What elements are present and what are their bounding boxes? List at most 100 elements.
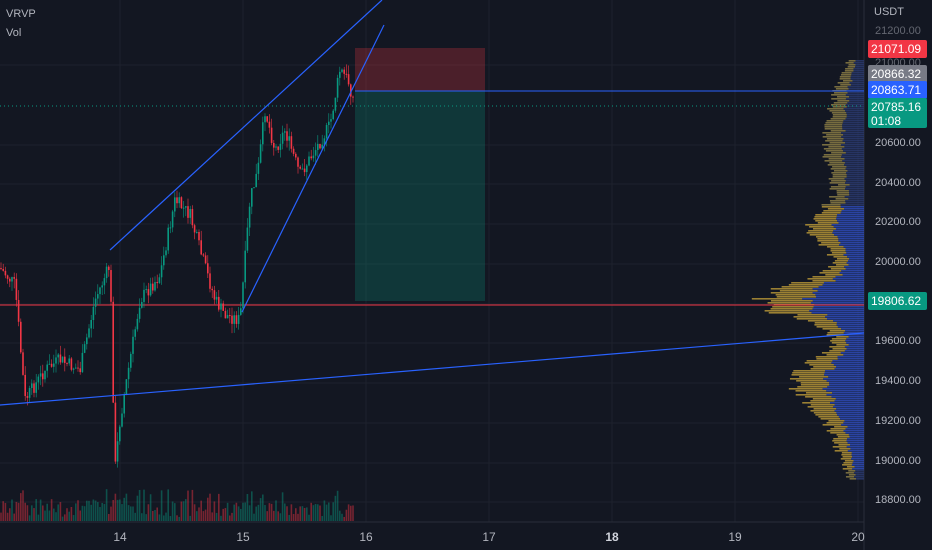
profile-row-sell: [827, 164, 845, 166]
volume-bar: [79, 510, 81, 521]
profile-row-buy: [853, 68, 864, 70]
candle: [4, 266, 7, 279]
profile-row-sell: [791, 374, 825, 376]
currency-label[interactable]: USDT: [874, 6, 904, 18]
profile-row-buy: [853, 70, 864, 72]
profile-row-sell: [833, 438, 848, 440]
profile-row-buy: [848, 264, 864, 266]
volume-bar: [11, 499, 13, 521]
profile-row-buy: [845, 118, 864, 120]
volume-bar: [26, 505, 29, 521]
profile-row-sell: [802, 402, 831, 404]
profile-row-sell: [840, 458, 852, 460]
indicator-label-volume[interactable]: Vol: [6, 27, 22, 39]
candle: [101, 281, 103, 296]
profile-row-buy: [847, 170, 864, 172]
candle: [325, 122, 328, 147]
volume-bar: [193, 504, 196, 521]
profile-row-buy: [822, 388, 864, 390]
profile-row-sell: [832, 446, 847, 448]
profile-row-sell: [832, 348, 847, 350]
time-tick: 17: [482, 530, 496, 544]
candle: [277, 146, 279, 154]
candle: [42, 364, 44, 387]
profile-row-sell: [829, 350, 845, 352]
volume-bar: [2, 501, 4, 521]
profile-row-sell: [829, 162, 845, 164]
volume-bar: [46, 503, 48, 521]
profile-row-buy: [825, 370, 864, 372]
volume-bar: [264, 505, 266, 521]
profile-row-buy: [841, 328, 864, 330]
profile-row-sell: [830, 186, 846, 188]
channel-lower-trendline[interactable]: [241, 24, 385, 313]
profile-row-sell: [822, 270, 842, 272]
indicator-label-vrvp[interactable]: VRVP: [6, 8, 36, 20]
candle: [160, 256, 163, 285]
profile-row-buy: [837, 214, 864, 216]
profile-row-buy: [850, 76, 864, 78]
price-tick: 21200.00: [875, 25, 921, 37]
volume-bar: [189, 515, 191, 521]
profile-row-sell: [814, 324, 837, 326]
profile-row-sell: [841, 454, 852, 456]
profile-row-buy: [848, 344, 864, 346]
profile-row-buy: [852, 456, 864, 458]
candle: [167, 224, 169, 254]
profile-row-sell: [815, 356, 838, 358]
candle: [50, 359, 53, 368]
profile-row-sell: [813, 408, 837, 410]
volume-bar: [288, 514, 290, 521]
stop-loss-zone[interactable]: [355, 48, 485, 91]
candle: [72, 367, 75, 374]
volume-bar: [246, 493, 249, 521]
volume-bar: [132, 506, 134, 521]
profile-row-sell: [835, 88, 849, 90]
profile-row-sell: [805, 392, 833, 394]
volume-bar: [323, 500, 326, 521]
profile-row-sell: [829, 346, 845, 348]
take-profit-zone[interactable]: [355, 91, 485, 301]
profile-row-buy: [848, 336, 864, 338]
profile-row-sell: [814, 216, 837, 218]
profile-row-sell: [822, 424, 842, 426]
volume-bar: [163, 515, 165, 521]
profile-row-buy: [846, 342, 864, 344]
volume-bar: [231, 512, 233, 521]
profile-row-buy: [844, 350, 864, 352]
profile-row-buy: [846, 106, 864, 108]
profile-row-sell: [830, 202, 846, 204]
volume-bar: [284, 503, 286, 521]
profile-row-buy: [836, 216, 864, 218]
profile-row-buy: [844, 420, 864, 422]
candle: [105, 262, 108, 283]
long-term-trendline[interactable]: [0, 332, 865, 406]
profile-row-sell: [826, 134, 844, 136]
profile-row-sell: [848, 64, 856, 66]
profile-row-sell: [830, 248, 846, 250]
volume-bar: [39, 499, 42, 521]
candle: [11, 276, 13, 291]
profile-row-buy: [825, 316, 864, 318]
profile-row-buy: [840, 204, 864, 206]
profile-row-buy: [828, 376, 864, 378]
candle: [163, 246, 165, 270]
candle: [17, 290, 20, 327]
volume-bar: [92, 499, 95, 521]
volume-bar: [328, 502, 330, 521]
channel-upper-trendline[interactable]: [109, 0, 383, 251]
profile-row-sell: [834, 92, 848, 94]
profile-row-sell: [823, 148, 842, 150]
profile-row-buy: [845, 130, 864, 132]
candle: [262, 116, 264, 152]
volume-bar: [61, 516, 64, 521]
profile-row-sell: [826, 138, 844, 140]
candle: [33, 380, 35, 398]
profile-row-sell: [830, 340, 846, 342]
profile-row-buy: [849, 194, 864, 196]
candle: [108, 265, 110, 277]
profile-row-buy: [841, 210, 864, 212]
volume-bar: [262, 494, 264, 521]
time-tick: 20: [851, 530, 865, 544]
